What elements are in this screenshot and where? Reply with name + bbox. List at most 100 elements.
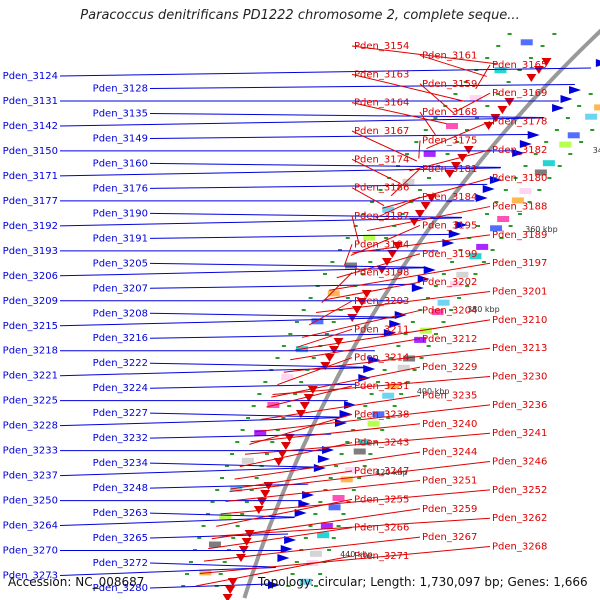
gene-label[interactable]: Pden_3227 — [93, 408, 148, 419]
gene-label[interactable]: Pden_3194 — [354, 239, 409, 250]
gene-label[interactable]: Pden_3218 — [3, 346, 58, 357]
gene-label[interactable]: Pden_3252 — [492, 485, 547, 496]
gene-label[interactable]: Pden_3255 — [354, 494, 409, 505]
gene-label[interactable]: Pden_3240 — [422, 419, 477, 430]
gene-label[interactable]: Pden_3202 — [422, 277, 477, 288]
gene-label[interactable]: Pden_3150 — [3, 146, 58, 157]
gene-label[interactable]: Pden_3209 — [3, 296, 58, 307]
gene-label[interactable]: Pden_3193 — [3, 246, 58, 257]
gene-label[interactable]: Pden_3206 — [3, 271, 58, 282]
gene-label[interactable]: Pden_3251 — [422, 475, 477, 486]
gene-label[interactable]: Pden_3176 — [93, 183, 148, 194]
gene-label[interactable]: Pden_3248 — [93, 483, 148, 494]
gene-label[interactable]: Pden_3208 — [93, 308, 148, 319]
gene-label[interactable]: Pden_3207 — [93, 283, 148, 294]
gene-label[interactable]: Pden_3266 — [354, 523, 409, 534]
gene-label[interactable]: Pden_3167 — [354, 126, 409, 137]
gene-label[interactable]: Pden_3128 — [93, 83, 148, 94]
gene-label[interactable]: Pden_3187 — [354, 211, 409, 222]
gene-label[interactable]: Pden_3244 — [422, 447, 477, 458]
gene-label[interactable]: Pden_3233 — [3, 446, 58, 457]
gene-label[interactable]: Pden_3192 — [3, 221, 58, 232]
gene-label[interactable]: Pden_3270 — [3, 546, 58, 557]
gene-label[interactable]: Pden_3163 — [354, 69, 409, 80]
gene-label[interactable]: Pden_3171 — [3, 171, 58, 182]
gene-label[interactable]: Pden_3263 — [93, 508, 148, 519]
gene-label[interactable]: Pden_3225 — [3, 396, 58, 407]
gene-label[interactable]: Pden_3164 — [354, 98, 409, 109]
gene-label[interactable]: Pden_3181 — [422, 164, 477, 175]
gene-label[interactable]: Pden_3264 — [3, 521, 58, 532]
gene-label[interactable]: Pden_3247 — [354, 466, 409, 477]
gene-label[interactable]: Pden_3186 — [354, 183, 409, 194]
gene-label[interactable]: Pden_3213 — [492, 343, 547, 354]
gene-label[interactable]: Pden_3241 — [492, 428, 547, 439]
gene-label[interactable]: Pden_3280 — [93, 583, 148, 594]
gene-label[interactable]: Pden_3268 — [492, 542, 547, 553]
gene-label[interactable]: Pden_3197 — [492, 258, 547, 269]
gene-label[interactable]: Pden_3211 — [354, 324, 409, 335]
gene-label[interactable]: Pden_3265 — [93, 533, 148, 544]
gene-label[interactable]: Pden_3188 — [492, 202, 547, 213]
gene-label[interactable]: Pden_3203 — [354, 296, 409, 307]
gene-label[interactable]: Pden_3250 — [3, 496, 58, 507]
gene-label[interactable]: Pden_3169 — [492, 88, 547, 99]
gene-label[interactable]: Pden_3191 — [93, 233, 148, 244]
gene-label[interactable]: Pden_3198 — [354, 268, 409, 279]
gene-label[interactable]: Pden_3229 — [422, 362, 477, 373]
gene-label[interactable]: Pden_3267 — [422, 532, 477, 543]
gene-label[interactable]: Pden_3216 — [93, 333, 148, 344]
gene-label[interactable]: Pden_3246 — [492, 457, 547, 468]
gene-label[interactable]: Pden_3232 — [93, 433, 148, 444]
gene-label[interactable]: Pden_3215 — [3, 321, 58, 332]
gene-label[interactable]: Pden_3221 — [3, 371, 58, 382]
gene-label[interactable]: Pden_3175 — [422, 135, 477, 146]
gene-label[interactable]: Pden_3174 — [354, 154, 409, 165]
gene-label[interactable]: Pden_3238 — [354, 409, 409, 420]
gene-label[interactable]: Pden_3142 — [3, 121, 58, 132]
gene-label[interactable]: Pden_3205 — [93, 258, 148, 269]
gene-label[interactable]: Pden_3230 — [492, 372, 547, 383]
label-connector — [149, 412, 340, 418]
gene-label[interactable]: Pden_3235 — [422, 390, 477, 401]
gene-label[interactable]: Pden_3201 — [492, 287, 547, 298]
gene-label[interactable]: Pden_3161 — [422, 50, 477, 61]
gene-label[interactable]: Pden_3271 — [354, 551, 409, 562]
gene-label[interactable]: Pden_3189 — [492, 230, 547, 241]
gene-label[interactable]: Pden_3214 — [354, 353, 409, 364]
gene-label[interactable]: Pden_3184 — [422, 192, 477, 203]
gene-label[interactable]: Pden_3237 — [3, 471, 58, 482]
gene-label[interactable]: Pden_3168 — [422, 107, 477, 118]
gene-label[interactable]: Pden_3199 — [422, 249, 477, 260]
gene-label[interactable]: Pden_3272 — [93, 558, 148, 569]
gene-label[interactable]: Pden_3124 — [3, 71, 58, 82]
gene-label[interactable]: Pden_3204 — [422, 305, 477, 316]
gene-label[interactable]: Pden_3160 — [93, 158, 148, 169]
gene-label[interactable]: Pden_3177 — [3, 196, 58, 207]
gene-label[interactable]: Pden_3182 — [492, 145, 547, 156]
gene-feature-block — [534, 169, 547, 176]
gene-label[interactable]: Pden_3165 — [492, 60, 547, 71]
gene-label[interactable]: Pden_3262 — [492, 513, 547, 524]
gene-label[interactable]: Pden_3190 — [93, 208, 148, 219]
gene-label[interactable]: Pden_3234 — [93, 458, 148, 469]
minus-strand-arrow — [448, 230, 461, 238]
gene-label[interactable]: Pden_3228 — [3, 421, 58, 432]
gene-label[interactable]: Pden_3149 — [93, 133, 148, 144]
gene-label[interactable]: Pden_3243 — [354, 438, 409, 449]
gene-label[interactable]: Pden_3178 — [492, 117, 547, 128]
gene-label[interactable]: Pden_3159 — [422, 79, 477, 90]
gene-label[interactable]: Pden_3195 — [422, 220, 477, 231]
gene-label[interactable]: Pden_3180 — [492, 173, 547, 184]
gene-label[interactable]: Pden_3224 — [93, 383, 148, 394]
gene-label[interactable]: Pden_3135 — [93, 108, 148, 119]
gene-label[interactable]: Pden_3236 — [492, 400, 547, 411]
gene-label[interactable]: Pden_3154 — [354, 41, 409, 52]
gene-label[interactable]: Pden_3131 — [3, 96, 58, 107]
gene-label[interactable]: Pden_3259 — [422, 504, 477, 515]
gene-label[interactable]: Pden_3210 — [492, 315, 547, 326]
gene-label[interactable]: Pden_3212 — [422, 334, 477, 345]
gene-label[interactable]: Pden_3273 — [3, 571, 58, 582]
gene-label[interactable]: Pden_3231 — [354, 381, 409, 392]
gene-label[interactable]: Pden_3222 — [93, 358, 148, 369]
